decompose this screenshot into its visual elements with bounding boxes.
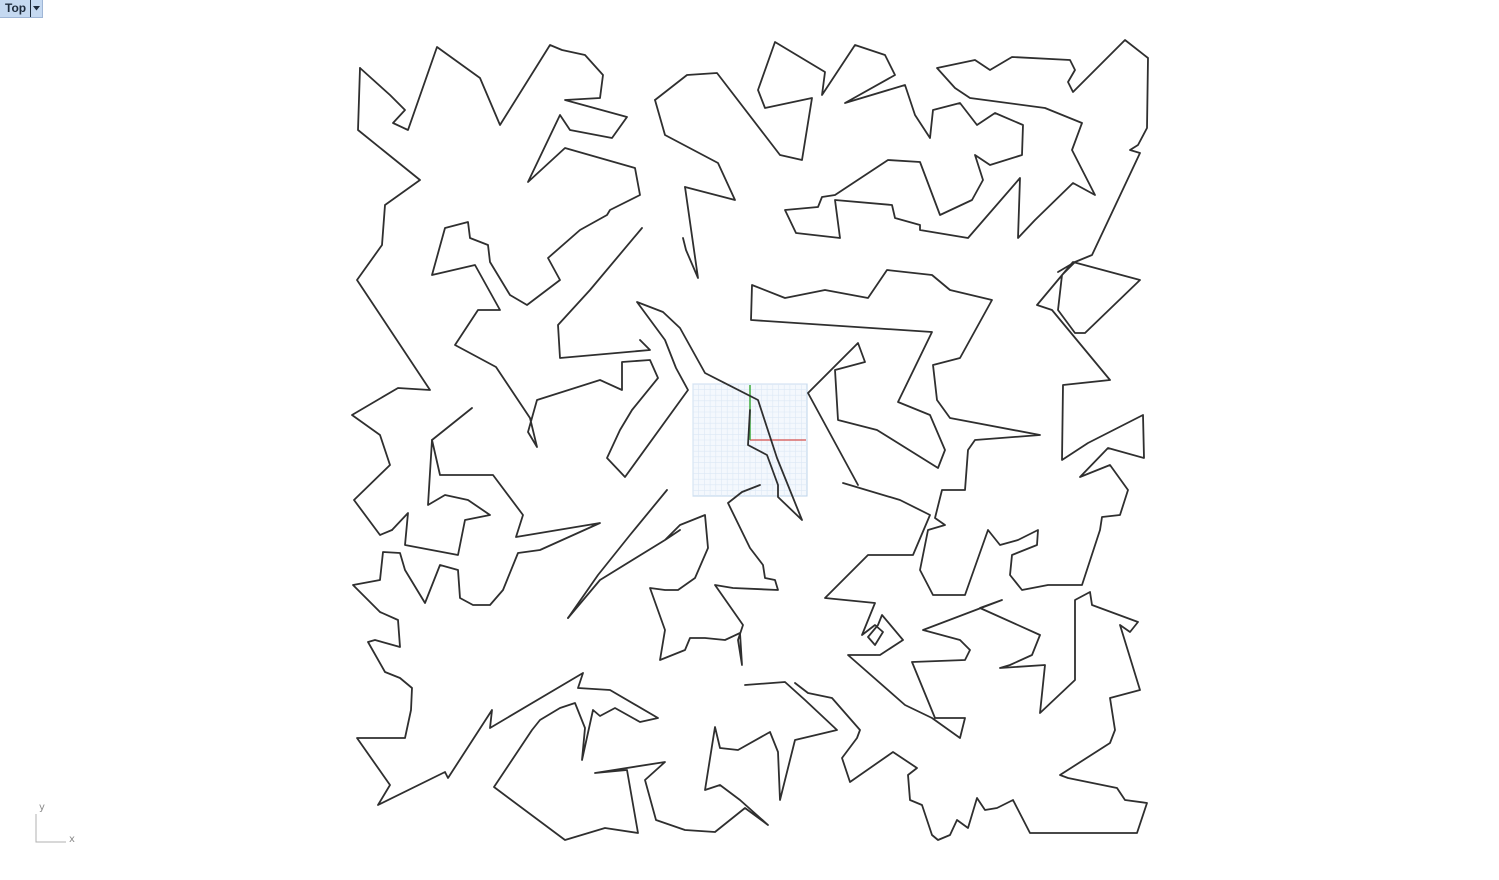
curve [351, 67, 431, 536]
chevron-down-icon[interactable] [30, 0, 42, 17]
y-axis-label: y [39, 802, 45, 813]
curve [352, 439, 838, 841]
curve [557, 227, 651, 359]
curve [1057, 261, 1076, 273]
curve [567, 484, 779, 666]
curve [567, 489, 668, 619]
axis-gizmo-icon [35, 814, 66, 843]
curve [794, 482, 1148, 841]
curve [391, 407, 491, 556]
viewport-name-label[interactable]: Top [5, 1, 27, 15]
x-axis-label: x [69, 834, 75, 845]
curve [654, 99, 736, 201]
viewport-tab[interactable]: Top [0, 0, 44, 18]
construction-grid [692, 383, 808, 497]
curve-geometry[interactable] [351, 39, 1149, 841]
curve [654, 39, 1149, 596]
curve [359, 44, 803, 521]
curve [682, 186, 699, 279]
